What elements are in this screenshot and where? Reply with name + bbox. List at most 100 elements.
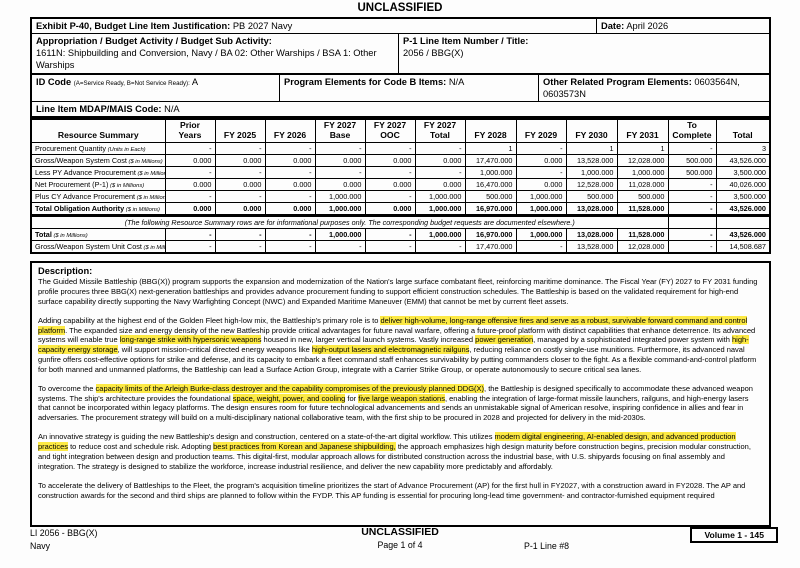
col-resource-summary: Resource Summary xyxy=(30,118,166,144)
cell-value: 500.000 xyxy=(667,166,717,180)
cell-value: 1 xyxy=(616,142,669,156)
cell-value: - xyxy=(515,166,567,180)
resource-summary-table: Resource Summary Prior Years FY 2025 FY … xyxy=(30,118,771,255)
body-text: , reducing reliance on costly single-use… xyxy=(38,345,757,374)
cell-value: 11,028.000 xyxy=(616,178,669,192)
table-row: Gross/Weapon System Cost ($ in Millions)… xyxy=(30,154,771,168)
row-label: Net Procurement (P-1) ($ in Millions) xyxy=(30,178,166,192)
row-label: Gross/Weapon System Cost ($ in Millions) xyxy=(30,154,166,168)
date-value: April 2026 xyxy=(626,21,669,31)
id-code-label: ID Code xyxy=(36,77,72,87)
p1-line-item-cell: P-1 Line Item Number / Title: 2056 / BBG… xyxy=(398,34,769,73)
row-label: Total ($ in Millions) xyxy=(30,228,166,242)
informational-note: (The following Resource Summary rows are… xyxy=(30,214,669,230)
cell-value: - xyxy=(667,240,717,254)
cell-value: - xyxy=(314,240,366,254)
cell-value: 0.000 xyxy=(515,178,567,192)
other-program-elements-label: Other Related Program Elements: xyxy=(543,77,692,87)
cell-value: 500.000 xyxy=(616,190,669,204)
page-footer: LI 2056 - BBG(X) Navy UNCLASSIFIED Page … xyxy=(0,524,800,564)
cell-value: - xyxy=(414,166,466,180)
informational-note-row: (The following Resource Summary rows are… xyxy=(30,214,771,230)
cell-value: - xyxy=(667,190,717,204)
col-fy2029: FY 2029 xyxy=(515,118,567,144)
cell-value: 1,000.000 xyxy=(515,202,567,217)
cell-value: 13,028.000 xyxy=(565,202,618,217)
cell-value: - xyxy=(667,178,717,192)
cell-value: 3,500.000 xyxy=(715,190,771,204)
id-code-parenthetical: (A=Service Ready, B=Not Service Ready): xyxy=(73,80,190,87)
id-code-value: A xyxy=(191,77,199,87)
mdap-code-label: Line Item MDAP/MAIS Code: xyxy=(36,104,162,114)
table-row: Total ($ in Millions) - - -1,000.000-1,000.… xyxy=(30,228,771,242)
cell-value: 16,970.000 xyxy=(464,228,517,242)
cell-value: 1,000.000 xyxy=(314,228,366,242)
cell-value: 0.000 xyxy=(414,154,466,168)
cell-value: 1,000.000 xyxy=(616,166,669,180)
highlighted-text: power generation xyxy=(475,335,534,345)
cell-value: 0.000 xyxy=(364,154,416,168)
highlighted-text: space, weight, power, and cooling xyxy=(232,393,346,403)
cell-value: 0.000 xyxy=(515,154,567,168)
cell-value: 1,000.000 xyxy=(414,190,466,204)
cell-value: 500.000 xyxy=(565,190,618,204)
cell-value: 1,000.000 xyxy=(565,166,618,180)
cell-value: 0.000 xyxy=(214,202,266,217)
p1-label: P-1 Line Item Number / Title: xyxy=(403,36,529,46)
title-row-appropriation: Appropriation / Budget Activity / Budget… xyxy=(32,33,769,73)
other-program-elements-cell: Other Related Program Elements: 0603564N… xyxy=(538,75,769,101)
body-text: , managed by a sophisticated integrated … xyxy=(533,335,732,345)
cell-value: 0.000 xyxy=(364,202,416,217)
cell-value: - xyxy=(164,166,216,180)
program-elements-code-b-value: N/A xyxy=(448,77,465,87)
cell-value: 13,528.000 xyxy=(565,240,618,254)
cell-value: - xyxy=(164,240,216,254)
cell-value: 0.000 xyxy=(264,202,316,217)
cell-value: 12,528.000 xyxy=(565,178,618,192)
cell-value: 0.000 xyxy=(364,178,416,192)
cell-value: 0.000 xyxy=(164,154,216,168)
highlighted-text: capacity limits of the Arleigh Burke-cla… xyxy=(95,383,485,393)
cell-value: - xyxy=(264,228,316,242)
mdap-code-cell: Line Item MDAP/MAIS Code: N/A xyxy=(32,102,769,116)
empty-cell xyxy=(715,214,771,230)
row-label: Total Obligation Authority ($ in Million… xyxy=(30,202,166,217)
col-total: Total xyxy=(715,118,771,144)
cell-value: 40,026.000 xyxy=(715,178,771,192)
cell-value: 12,028.000 xyxy=(616,240,669,254)
col-fy2028: FY 2028 xyxy=(464,118,517,144)
page-number: Page 1 of 4 xyxy=(377,540,423,550)
resource-table-body: Procurement Quantity (Units in Each) - - - -… xyxy=(30,142,771,254)
cell-value: 14,508.687 xyxy=(715,240,771,254)
highlighted-text: long-range strike with hypersonic weapon… xyxy=(119,335,262,345)
cell-value: 0.000 xyxy=(414,178,466,192)
cell-value: - xyxy=(364,228,416,242)
body-text: The Guided Missile Battleship (BBG(X)) p… xyxy=(38,277,758,306)
highlighted-text: best practices from Korean and Japanese … xyxy=(213,442,396,452)
body-text: To accelerate the delivery of Battleship… xyxy=(38,480,746,500)
cell-value: - xyxy=(164,228,216,242)
cell-value: 1,000.000 xyxy=(414,228,466,242)
table-row: Net Procurement (P-1) ($ in Millions) 0.0… xyxy=(30,178,771,192)
cell-value: 0.000 xyxy=(314,154,366,168)
cell-value: - xyxy=(414,240,466,254)
cell-value: - xyxy=(214,190,266,204)
description-paragraph: To accelerate the delivery of Battleship… xyxy=(38,481,763,500)
cell-value: - xyxy=(667,202,717,217)
empty-cell xyxy=(667,214,717,230)
highlighted-text: high-output lasers and electromagnetic r… xyxy=(311,345,470,355)
cell-value: - xyxy=(164,190,216,204)
cell-value: 0.000 xyxy=(264,154,316,168)
cell-value: - xyxy=(667,142,717,156)
cell-value: 0.000 xyxy=(164,202,216,217)
table-row: Plus CY Advance Procurement ($ in Millio… xyxy=(30,190,771,204)
description-paragraph: The Guided Missile Battleship (BBG(X)) p… xyxy=(38,277,763,306)
body-text: . The expanded size and energy density o… xyxy=(38,325,756,345)
description-heading: Description: xyxy=(38,266,93,277)
body-text: , enabling the integration of large-form… xyxy=(38,393,749,423)
exhibit-value: PB 2027 Navy xyxy=(232,21,293,31)
col-fy2027-base: FY 2027 Base xyxy=(314,118,366,144)
col-fy2026: FY 2026 xyxy=(264,118,316,144)
cell-value: 0.000 xyxy=(214,154,266,168)
